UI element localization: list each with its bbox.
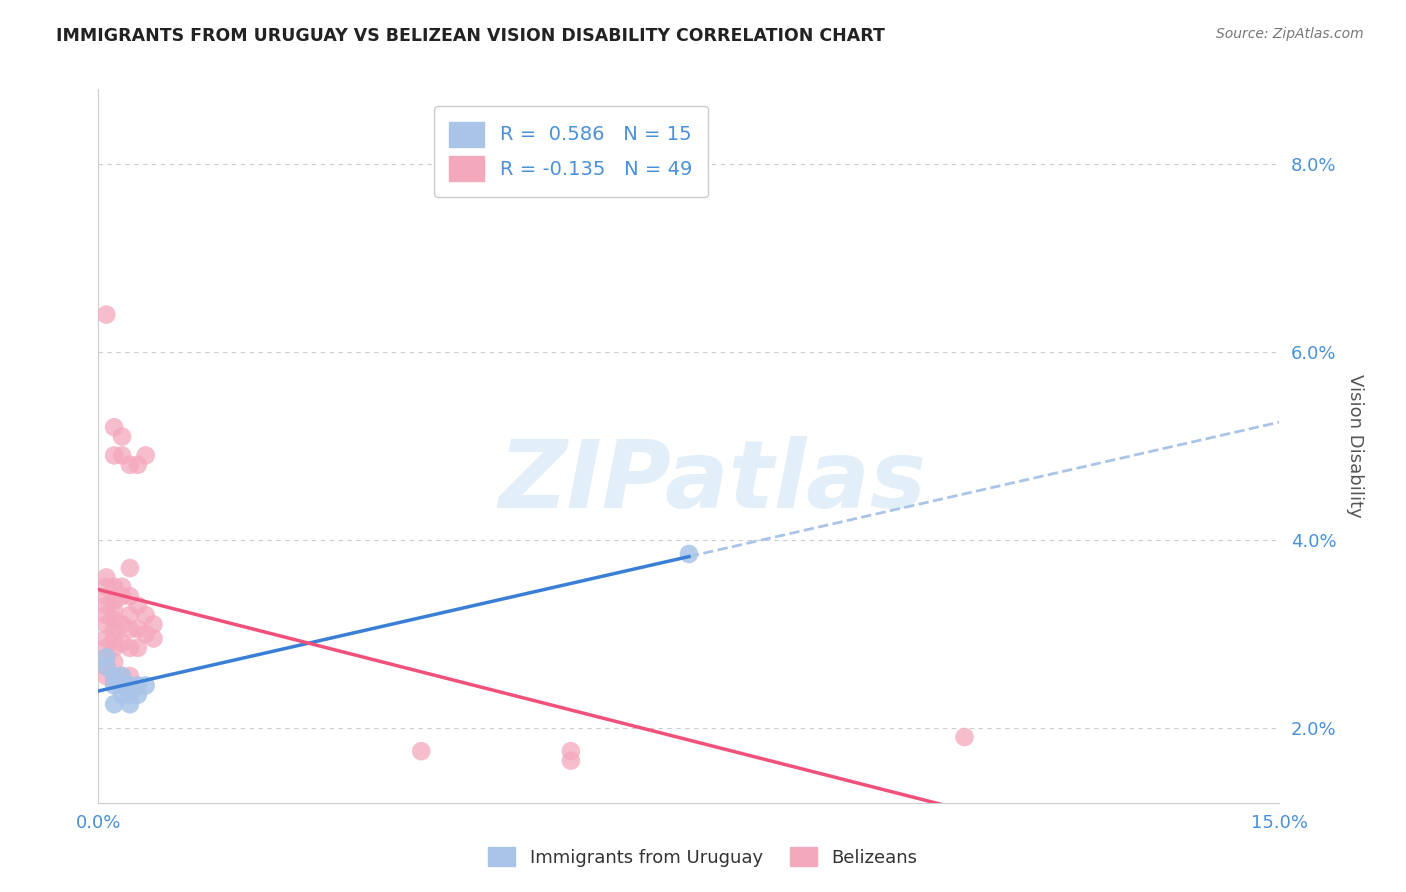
Point — [118, 622, 141, 636]
Point — [103, 673, 125, 688]
Point — [118, 561, 141, 575]
Point — [103, 655, 125, 669]
Point — [118, 688, 141, 702]
Point — [96, 599, 118, 613]
Point — [96, 632, 118, 646]
Point — [560, 744, 582, 758]
Point — [127, 599, 149, 613]
Point — [678, 547, 700, 561]
Y-axis label: Vision Disability: Vision Disability — [1346, 374, 1364, 518]
Point — [118, 607, 141, 622]
Legend: Immigrants from Uruguay, Belizeans: Immigrants from Uruguay, Belizeans — [481, 840, 925, 874]
Point — [127, 622, 149, 636]
Point — [96, 650, 118, 665]
Text: IMMIGRANTS FROM URUGUAY VS BELIZEAN VISION DISABILITY CORRELATION CHART: IMMIGRANTS FROM URUGUAY VS BELIZEAN VISI… — [56, 27, 886, 45]
Point — [96, 659, 118, 673]
Point — [118, 697, 141, 711]
Point — [103, 603, 125, 617]
Point — [135, 607, 157, 622]
Point — [127, 678, 149, 692]
Point — [142, 632, 165, 646]
Point — [142, 617, 165, 632]
Point — [103, 632, 125, 646]
Point — [103, 449, 125, 463]
Point — [411, 744, 433, 758]
Point — [96, 659, 118, 673]
Point — [96, 580, 118, 594]
Point — [96, 570, 118, 584]
Point — [96, 650, 118, 665]
Point — [111, 678, 134, 692]
Point — [135, 449, 157, 463]
Point — [111, 636, 134, 650]
Point — [96, 308, 118, 322]
Point — [96, 589, 118, 603]
Point — [118, 589, 141, 603]
Point — [135, 678, 157, 692]
Point — [111, 449, 134, 463]
Point — [103, 697, 125, 711]
Point — [560, 754, 582, 768]
Point — [103, 622, 125, 636]
Point — [953, 730, 976, 744]
Point — [118, 640, 141, 655]
Point — [127, 640, 149, 655]
Point — [118, 669, 141, 683]
Text: ZIPatlas: ZIPatlas — [499, 435, 927, 528]
Point — [135, 627, 157, 641]
Point — [111, 589, 134, 603]
Point — [96, 669, 118, 683]
Point — [111, 580, 134, 594]
Point — [96, 640, 118, 655]
Point — [111, 669, 134, 683]
Point — [111, 669, 134, 683]
Point — [96, 607, 118, 622]
Point — [103, 678, 125, 692]
Point — [103, 669, 125, 683]
Point — [118, 678, 141, 692]
Point — [127, 458, 149, 472]
Point — [103, 594, 125, 608]
Point — [103, 420, 125, 434]
Text: Source: ZipAtlas.com: Source: ZipAtlas.com — [1216, 27, 1364, 41]
Point — [103, 613, 125, 627]
Point — [111, 429, 134, 443]
Point — [103, 580, 125, 594]
Legend: R =  0.586   N = 15, R = -0.135   N = 49: R = 0.586 N = 15, R = -0.135 N = 49 — [434, 106, 707, 197]
Point — [111, 617, 134, 632]
Point — [127, 688, 149, 702]
Point — [111, 688, 134, 702]
Point — [96, 617, 118, 632]
Point — [118, 458, 141, 472]
Point — [103, 640, 125, 655]
